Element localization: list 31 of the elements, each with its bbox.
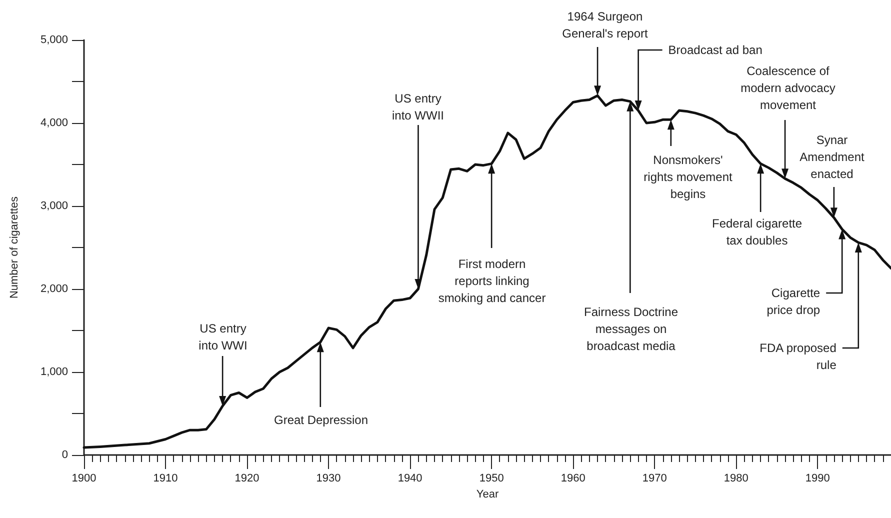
x-tick-label: 1950 [479, 472, 504, 484]
y-axis-title: Number of cigarettes [8, 196, 20, 299]
annotation: Coalescence of modern advocacy movement [740, 64, 836, 112]
annotation: Cigarette price drop [766, 286, 820, 317]
y-tick-label: 5,000 [40, 34, 68, 46]
annotation: US entry into WWII [392, 92, 444, 122]
annotation: 1964 Surgeon General's report [562, 10, 648, 40]
annotation: Federal cigarette tax doubles [712, 216, 802, 248]
x-tick-label: 1910 [153, 472, 178, 484]
x-axis-title: Year [476, 488, 499, 500]
x-tick-label: 1960 [560, 472, 586, 484]
annotation: US entry into WWI [198, 322, 248, 352]
annotation: Synar Amendment enacted [800, 133, 866, 181]
x-tick-label: 1940 [398, 472, 422, 484]
y-tick-label: 2,000 [40, 283, 68, 295]
x-tick-label: 1930 [316, 472, 341, 484]
x-tick-label: 1990 [805, 472, 830, 484]
x-tick-label: 1900 [72, 472, 96, 484]
annotation: Nonsmokers' rights movement begins [644, 153, 734, 201]
x-tick-label: 1980 [724, 472, 748, 484]
annotation: Fairness Doctrine messages on broadcast media [584, 305, 678, 353]
annotation: First modern reports linking smoking and cancer [438, 257, 546, 305]
annotation: Broadcast ad ban [668, 43, 762, 57]
y-tick-label: 4,000 [40, 117, 68, 129]
annotation: FDA proposed rule [760, 341, 837, 372]
x-tick-label: 1920 [234, 472, 260, 484]
y-tick-label: 1,000 [40, 366, 68, 378]
annotation: Great Depression [274, 413, 368, 427]
x-tick-label: 1970 [642, 472, 667, 484]
y-tick-label: 3,000 [40, 200, 68, 212]
y-tick-label: 0 [62, 449, 68, 461]
